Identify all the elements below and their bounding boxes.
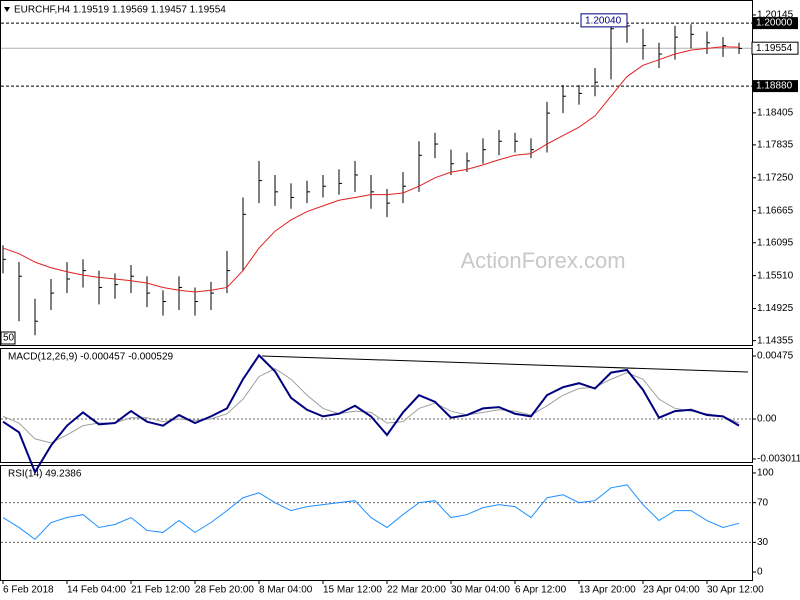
x-tick-label: 21 Feb 12:00 xyxy=(131,585,190,596)
moving-average xyxy=(2,46,740,293)
x-tick-label: 13 Apr 20:00 xyxy=(579,585,636,596)
x-tick-label: 23 Apr 04:00 xyxy=(643,585,700,596)
y-tick-label: 1.15510 xyxy=(757,270,794,281)
macd-frame xyxy=(0,348,753,463)
level-label-box xyxy=(752,80,798,93)
y-tick-label: 70 xyxy=(757,497,769,508)
corner-box xyxy=(0,331,16,345)
x-tick-label: 15 Mar 12:00 xyxy=(323,585,382,596)
x-tick-label: 28 Feb 20:00 xyxy=(195,585,254,596)
y-tick-label: 1.20145 xyxy=(757,10,794,21)
level-label-box xyxy=(752,17,798,30)
annotation-label: 1.20040 xyxy=(585,15,622,26)
price-title: EURCHF,H4 1.19519 1.19569 1.19457 1.1955… xyxy=(14,5,226,16)
y-tick-label: 1.16095 xyxy=(757,237,794,248)
price-frame xyxy=(0,0,753,346)
title-marker xyxy=(4,7,10,12)
watermark: ActionForex.com xyxy=(460,248,625,273)
y-tick-label: 30 xyxy=(757,537,769,548)
last-price-box xyxy=(751,41,799,55)
rsi-title: RSI(14) 49.2386 xyxy=(8,469,82,480)
y-tick-label: 0.00 xyxy=(757,414,777,425)
y-tick-label: 1.17835 xyxy=(757,140,794,151)
x-tick-label: 22 Mar 20:00 xyxy=(387,585,446,596)
y-tick-label: 0.00475 xyxy=(757,351,794,362)
level-label: 1.20000 xyxy=(756,18,793,29)
last-price-label: 1.19554 xyxy=(756,43,793,54)
y-tick-label: 1.18405 xyxy=(757,107,794,118)
macd-title: MACD(12,26,9) -0.000457 -0.000529 xyxy=(8,352,174,363)
series-line xyxy=(2,353,740,475)
level-label: 1.18880 xyxy=(756,81,793,92)
y-tick-label: 1.14925 xyxy=(757,303,794,314)
y-tick-label: -0.003011 xyxy=(757,454,800,465)
y-tick-label: 100 xyxy=(757,468,774,479)
series-line xyxy=(2,484,740,541)
x-tick-label: 6 Apr 12:00 xyxy=(515,585,567,596)
x-tick-label: 8 Mar 04:00 xyxy=(259,585,313,596)
y-tick-label: 1.16665 xyxy=(757,205,794,216)
x-tick-label: 6 Feb 2018 xyxy=(3,585,54,596)
y-tick-label: 1.17250 xyxy=(757,172,794,183)
x-tick-label: 14 Feb 04:00 xyxy=(67,585,126,596)
trend-line xyxy=(261,355,749,373)
y-tick-label: 0 xyxy=(757,567,763,578)
y-tick-label: 1.14355 xyxy=(757,335,794,346)
series-line xyxy=(2,368,740,444)
x-tick-label: 30 Apr 12:00 xyxy=(707,585,764,596)
annotation-box xyxy=(580,13,628,28)
corner-label: 50 xyxy=(3,333,15,344)
rsi-frame xyxy=(0,465,753,581)
x-tick-label: 30 Mar 04:00 xyxy=(451,585,510,596)
